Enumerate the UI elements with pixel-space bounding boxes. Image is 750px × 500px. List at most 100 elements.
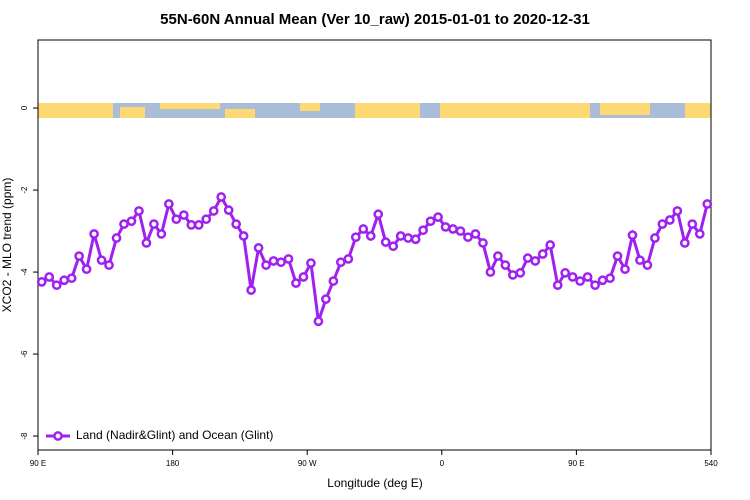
data-point xyxy=(201,214,212,225)
data-point xyxy=(81,264,92,275)
data-point xyxy=(448,224,458,234)
data-point xyxy=(403,233,413,243)
data-point xyxy=(66,273,77,284)
data-point xyxy=(657,219,668,229)
data-point xyxy=(537,249,548,259)
y-axis-label: XCO2 - MLO trend (ppm) xyxy=(0,178,14,313)
data-point xyxy=(665,215,675,225)
data-point xyxy=(74,251,84,261)
data-point xyxy=(268,256,279,266)
data-point xyxy=(336,257,346,268)
data-point xyxy=(306,258,316,268)
data-point xyxy=(208,206,219,216)
y-tick-label: -6 xyxy=(20,350,29,358)
data-point xyxy=(261,260,271,270)
y-tick-label: -8 xyxy=(20,432,29,440)
data-point xyxy=(530,256,541,266)
data-point xyxy=(358,224,369,234)
data-point xyxy=(612,251,623,261)
data-point xyxy=(567,272,578,282)
data-point xyxy=(253,243,264,253)
data-point xyxy=(552,280,563,291)
data-point xyxy=(223,205,234,215)
data-point xyxy=(186,220,197,230)
data-point xyxy=(650,233,660,243)
data-point xyxy=(694,229,705,239)
data-point xyxy=(283,254,294,264)
data-point xyxy=(702,199,713,209)
data-point xyxy=(470,229,481,239)
data-point xyxy=(582,272,593,282)
data-point xyxy=(522,253,533,263)
data-point xyxy=(134,206,144,216)
data-point xyxy=(635,255,645,266)
legend-marker xyxy=(53,431,63,441)
x-tick-label: 0 xyxy=(440,459,445,468)
data-point xyxy=(388,241,399,252)
x-tick-label: 90 E xyxy=(568,459,584,468)
data-point xyxy=(433,212,443,222)
data-point xyxy=(321,294,331,304)
data-point xyxy=(478,238,488,248)
y-tick-label: 0 xyxy=(20,105,29,110)
data-point xyxy=(350,232,361,243)
data-point xyxy=(440,222,451,232)
data-point xyxy=(178,210,189,220)
x-axis-label: Longitude (deg E) xyxy=(327,476,422,490)
data-point xyxy=(119,219,129,229)
data-point xyxy=(590,280,600,291)
data-point xyxy=(171,214,182,225)
chart-title: 55N-60N Annual Mean (Ver 10_raw) 2015-01… xyxy=(160,11,590,28)
data-point xyxy=(575,276,585,286)
data-point xyxy=(156,229,167,239)
data-point xyxy=(380,237,391,247)
data-point xyxy=(276,257,286,268)
data-point xyxy=(291,278,301,288)
x-tick-label: 90 W xyxy=(298,459,317,468)
data-point xyxy=(493,251,503,261)
y-tick-label: -4 xyxy=(20,268,29,276)
data-point xyxy=(455,226,466,236)
data-point xyxy=(111,233,122,243)
data-point xyxy=(149,219,159,229)
plot-frame xyxy=(37,39,712,451)
data-point xyxy=(485,267,496,277)
data-point xyxy=(515,268,526,278)
data-point xyxy=(126,216,137,227)
data-point xyxy=(627,230,638,241)
data-point xyxy=(231,219,242,229)
data-point xyxy=(597,275,608,286)
data-point xyxy=(141,238,152,248)
data-point xyxy=(89,229,99,239)
data-point xyxy=(96,255,107,266)
data-point xyxy=(216,192,227,202)
data-point xyxy=(51,280,62,291)
x-tick-label: 540 xyxy=(704,459,718,468)
data-point xyxy=(642,260,653,270)
data-point xyxy=(545,240,556,250)
data-point xyxy=(44,272,55,282)
y-tick-label: -2 xyxy=(20,186,29,194)
data-point xyxy=(425,216,436,227)
data-point xyxy=(193,220,204,230)
x-tick-label: 90 E xyxy=(30,459,46,468)
data-point xyxy=(373,209,384,220)
data-point xyxy=(343,254,354,264)
x-tick-label: 180 xyxy=(166,459,180,468)
data-point xyxy=(104,260,114,270)
data-point xyxy=(36,277,47,287)
data-point xyxy=(463,232,473,243)
data-point xyxy=(164,199,174,209)
data-point xyxy=(410,234,421,245)
data-point xyxy=(365,231,376,241)
data-point xyxy=(59,275,70,286)
data-point xyxy=(620,264,630,275)
data-point xyxy=(418,225,428,236)
data-point xyxy=(500,260,511,270)
data-point xyxy=(246,285,256,295)
data-point xyxy=(313,316,324,327)
land-ocean-map xyxy=(38,103,711,118)
data-point xyxy=(679,238,690,248)
data-point xyxy=(560,268,571,278)
